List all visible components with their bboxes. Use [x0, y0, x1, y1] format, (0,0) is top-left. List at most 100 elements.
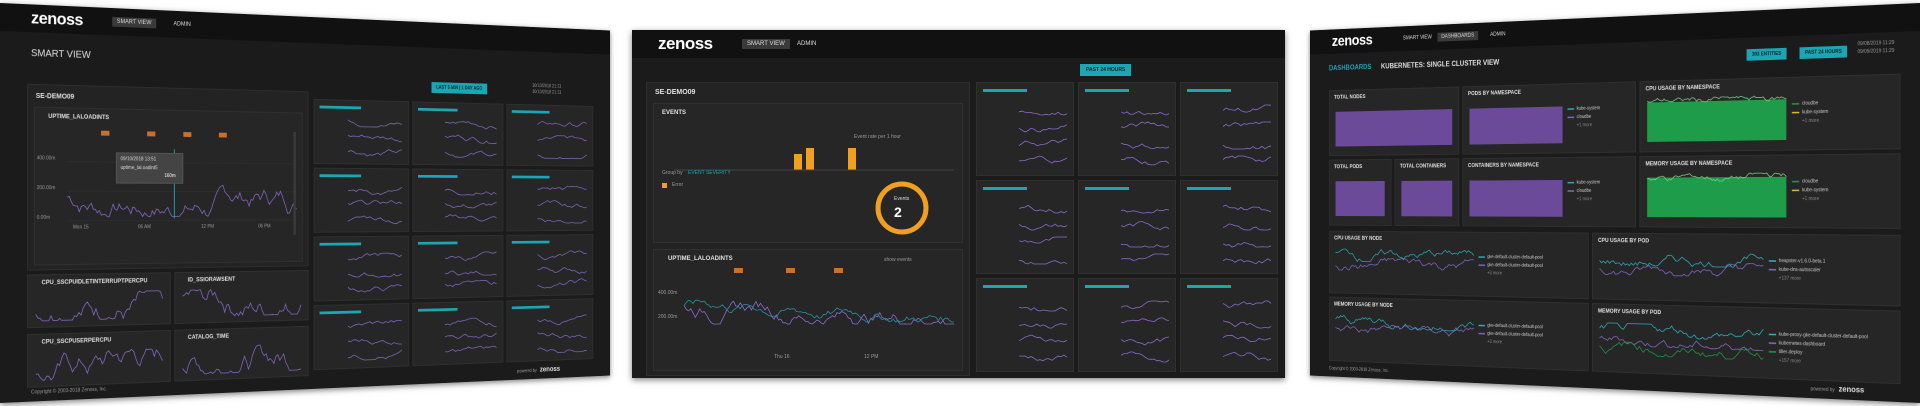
chart-widget: CPU_SSCPUIDLETINTERRUPTPERCPU — [27, 272, 171, 329]
legend-entry: cloudbe — [1802, 100, 1819, 107]
legend-entry: +1 more — [1802, 117, 1820, 125]
nav-item[interactable]: ADMIN — [797, 41, 817, 47]
chart — [1469, 82, 1635, 145]
tile-header — [511, 240, 550, 244]
event-bar — [794, 154, 802, 170]
nav-item[interactable]: ADMIN — [1490, 31, 1506, 38]
tile-header — [1085, 89, 1129, 92]
chart — [511, 110, 592, 166]
trend-line — [1600, 336, 1764, 350]
trend-line — [445, 189, 496, 195]
logo: zenoss — [1331, 31, 1373, 50]
metric-tile — [976, 278, 1074, 372]
dropdown[interactable]: EVENT SEVERITY — [688, 170, 731, 176]
legend-entry: cloudbe — [1576, 188, 1592, 194]
event-marker — [734, 268, 743, 273]
nav-item[interactable]: ADMIN — [173, 21, 191, 28]
event-marker — [834, 268, 843, 273]
trend-line — [538, 135, 587, 141]
legend-entry: +137 more — [1778, 275, 1801, 282]
tile-header — [417, 241, 458, 245]
dashboard-screen: zenoss SMART VIEW DASHBOARDS ADMIN DASHB… — [1309, 3, 1920, 403]
tile-header — [511, 305, 550, 310]
trend-line — [348, 120, 402, 128]
time-button[interactable]: LAST 5 MIN | 1 DAY AGO — [431, 82, 487, 95]
legend-entry: cloudbe — [1576, 114, 1592, 120]
breadcrumb[interactable]: DASHBOARDS — [1328, 62, 1372, 73]
trend-line — [538, 346, 587, 353]
trend-line — [538, 200, 587, 207]
metric-tile — [506, 234, 594, 297]
trend-line — [538, 331, 587, 339]
nav-item[interactable]: SMART VIEW — [1402, 34, 1432, 42]
date: 09/08/2019 11:29 — [1857, 39, 1895, 48]
entity-name: SE-DEMO09 — [655, 89, 696, 96]
tile-header — [1085, 285, 1129, 288]
legend-entry: kube-dns-autoscaler — [1778, 266, 1821, 274]
trend-line — [1018, 307, 1068, 312]
legend-entry: cloudbe — [1802, 178, 1819, 185]
legend-entry: kube-system — [1576, 179, 1601, 186]
trend-line — [348, 135, 402, 142]
trend-line — [538, 154, 587, 159]
page-title: SMART VIEW — [30, 48, 91, 61]
trend-line — [1018, 223, 1068, 231]
x-tick-label: 12 PM — [864, 354, 879, 360]
tile-header — [417, 307, 458, 312]
area — [1401, 180, 1453, 217]
chart — [175, 327, 308, 381]
legend-entry: kube-system — [1802, 108, 1829, 116]
chart — [1187, 187, 1272, 265]
metric-tile — [412, 101, 504, 166]
chart — [1335, 109, 1453, 147]
trend-line — [1222, 144, 1272, 150]
area — [1335, 109, 1453, 147]
metric-tile — [313, 98, 410, 165]
event-bar — [806, 148, 814, 170]
trend-line — [1018, 323, 1068, 329]
top-bar: zenoss SMART VIEW ADMIN — [632, 30, 1285, 58]
nav-item[interactable]: SMART VIEW — [112, 16, 157, 29]
tile-header — [1187, 285, 1231, 288]
chart — [1187, 285, 1272, 361]
metric-tile — [506, 298, 594, 363]
trend-line — [348, 216, 402, 224]
widget-title: UPTIME_LALOADINTS — [668, 256, 733, 262]
toggle[interactable]: show events — [884, 257, 912, 263]
time-button[interactable]: PAST 24 HOURS — [1799, 45, 1848, 60]
trend-line — [1222, 204, 1272, 213]
trend-line — [1018, 260, 1068, 265]
nav-item[interactable]: SMART VIEW — [742, 39, 790, 49]
event-marker — [786, 268, 795, 273]
dashboard-tile: MEMORY USAGE BY NODE gke-default-cluster-… — [1328, 296, 1589, 372]
dashboard-tile: PODS BY NAMESPACE kube-system cloudbe +1 mo… — [1462, 81, 1637, 155]
event-marker — [218, 132, 227, 138]
entity-card: SE-DEMO09 UPTIME_LALOADINTS 400.00m 200.… — [27, 83, 309, 271]
nav-item[interactable]: DASHBOARDS — [1437, 31, 1479, 42]
dashboard-tile: TOTAL PODS — [1328, 158, 1392, 226]
tile-header — [983, 89, 1027, 92]
legend-entry: +3 more — [1487, 339, 1503, 346]
trend-line — [445, 318, 496, 328]
trend-line — [1121, 156, 1170, 166]
chart — [319, 105, 409, 164]
entities-button[interactable]: 303 ENTITIES — [1746, 47, 1787, 61]
trend-line — [1222, 155, 1272, 162]
area — [1647, 176, 1787, 218]
chart — [511, 305, 592, 361]
date: 09/09/2019 11:29 — [1857, 47, 1895, 56]
tile-header — [319, 105, 362, 110]
trend-line — [1120, 221, 1170, 231]
trend-line — [348, 350, 402, 361]
scrollbar — [293, 132, 296, 235]
trend-line — [1120, 300, 1170, 310]
chart — [417, 174, 502, 231]
time-button[interactable]: PAST 24 HOURS — [1080, 64, 1132, 76]
trend-line — [538, 186, 587, 189]
trend-line — [1018, 124, 1068, 133]
chart — [28, 273, 170, 327]
trend-line — [445, 252, 496, 261]
tile-header — [1085, 187, 1129, 190]
y-tick-label: 0.00m — [36, 214, 51, 221]
chart — [35, 130, 302, 235]
